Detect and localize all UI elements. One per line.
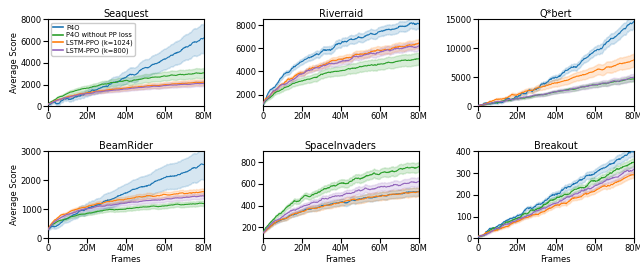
X-axis label: Frames: Frames (326, 255, 356, 264)
Legend: P4O, P4O without PP loss, LSTM-PPO (k=1024), LSTM-PPO (k=800): P4O, P4O without PP loss, LSTM-PPO (k=10… (51, 23, 135, 56)
Title: SpaceInvaders: SpaceInvaders (305, 141, 377, 151)
Title: Seaquest: Seaquest (103, 9, 148, 19)
X-axis label: Frames: Frames (111, 255, 141, 264)
Title: BeamRider: BeamRider (99, 141, 153, 151)
Title: Breakout: Breakout (534, 141, 578, 151)
Y-axis label: Average Score: Average Score (10, 32, 19, 93)
Title: Riverraid: Riverraid (319, 9, 363, 19)
Y-axis label: Average Score: Average Score (10, 164, 19, 225)
Title: Q*bert: Q*bert (540, 9, 572, 19)
X-axis label: Frames: Frames (540, 255, 571, 264)
